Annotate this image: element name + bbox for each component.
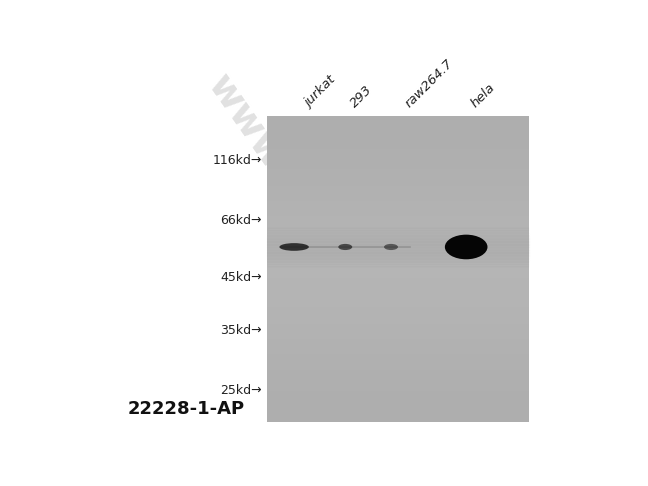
Bar <box>267 269 529 270</box>
Bar <box>267 250 529 252</box>
Bar <box>267 230 529 231</box>
Bar <box>267 265 529 267</box>
Text: 293: 293 <box>349 83 375 110</box>
Text: 35kd→: 35kd→ <box>220 324 262 337</box>
Bar <box>267 245 529 247</box>
Bar <box>267 252 529 253</box>
Bar <box>267 262 529 264</box>
Bar <box>267 247 529 248</box>
Bar <box>267 243 529 244</box>
Text: 25kd→: 25kd→ <box>220 384 262 398</box>
Bar <box>267 256 529 258</box>
Bar <box>267 224 529 226</box>
Text: raw264.7: raw264.7 <box>402 57 456 110</box>
Bar <box>267 239 529 241</box>
Text: 22228-1-AP: 22228-1-AP <box>128 399 245 417</box>
Bar <box>267 261 529 262</box>
Ellipse shape <box>279 243 309 251</box>
Bar <box>267 228 529 230</box>
Text: hela: hela <box>469 81 498 110</box>
Ellipse shape <box>338 244 353 250</box>
Bar <box>267 238 529 239</box>
Bar <box>267 244 529 245</box>
Text: 116kd→: 116kd→ <box>212 154 262 167</box>
Bar <box>267 227 529 228</box>
Bar <box>267 226 529 227</box>
Bar <box>267 235 529 236</box>
Bar <box>267 264 529 265</box>
Bar <box>267 267 529 269</box>
Text: 66kd→: 66kd→ <box>220 213 262 226</box>
Text: www.PTGLAB.COM: www.PTGLAB.COM <box>200 68 465 423</box>
Bar <box>267 248 529 250</box>
Ellipse shape <box>445 235 487 260</box>
Text: jurkat: jurkat <box>302 73 338 110</box>
Text: 45kd→: 45kd→ <box>220 271 262 284</box>
Bar <box>267 233 529 235</box>
Bar <box>267 253 529 255</box>
Bar <box>267 260 529 261</box>
Bar <box>267 236 529 238</box>
Ellipse shape <box>384 244 398 250</box>
Bar <box>267 258 529 260</box>
Bar <box>267 241 529 243</box>
Bar <box>267 255 529 256</box>
Bar <box>267 231 529 233</box>
